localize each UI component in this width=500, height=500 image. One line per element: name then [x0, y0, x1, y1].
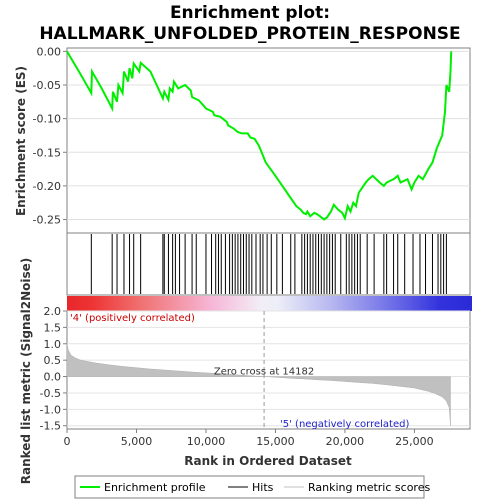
legend-box [74, 475, 425, 499]
rank-color-bar [67, 296, 472, 311]
es-y-tick-label: 0.00 [37, 45, 62, 58]
metric-panel-y-ticks: 2.0 1.5 1.0 0.5 0.0 -0.5 -1.0 -1.5 [40, 305, 67, 433]
hits-panel-frame [66, 232, 471, 296]
positive-correlation-label: '4' (positively correlated) [70, 313, 195, 324]
ranking-metric-area [66, 343, 451, 426]
legend-metric-label: Ranking metric scores [308, 481, 430, 494]
es-panel-frame [66, 47, 471, 234]
metric-panel-gridlines [67, 310, 470, 427]
es-y-tick-label: -0.05 [33, 79, 61, 92]
legend-profile-label: Enrichment profile [104, 481, 206, 494]
metric-y-axis-label: Ranked list metric (Signal2Noise) [19, 258, 33, 485]
metric-y-tick-label: 1.5 [44, 321, 62, 334]
x-tick-label: 0 [64, 435, 71, 448]
metric-y-tick-label: -0.5 [40, 387, 61, 400]
hits-ticks [90, 234, 447, 294]
es-y-tick-label: -0.10 [33, 113, 61, 126]
x-axis-ticks: 0 5,000 10,000 15,000 20,000 25,000 [64, 429, 434, 448]
metric-y-tick-label: 2.0 [44, 305, 62, 318]
x-axis-label: Rank in Ordered Dataset [184, 454, 352, 468]
chart-title-line2: HALLMARK_UNFOLDED_PROTEIN_RESPONSE [39, 24, 460, 44]
es-panel-gridlines [67, 50, 470, 221]
metric-y-tick-label: -1.5 [40, 420, 61, 433]
zero-cross-label: Zero cross at 14182 [214, 367, 314, 378]
x-tick-label: 10,000 [187, 435, 226, 448]
metric-y-tick-label: -1.0 [40, 403, 61, 416]
x-tick-label: 25,000 [395, 435, 434, 448]
x-tick-label: 15,000 [256, 435, 295, 448]
es-y-axis-label: Enrichment score (ES) [14, 66, 28, 216]
es-y-tick-label: -0.25 [33, 214, 61, 227]
chart-title-line1: Enrichment plot: [170, 3, 330, 23]
es-panel-y-ticks: 0.00 -0.05 -0.10 -0.15 -0.20 -0.25 [33, 45, 67, 227]
enrichment-profile-line [66, 50, 453, 222]
x-tick-label: 20,000 [326, 435, 365, 448]
metric-y-tick-label: 0.5 [44, 354, 62, 367]
negative-correlation-label: '5' (negatively correlated) [280, 419, 409, 430]
es-y-tick-label: -0.15 [33, 146, 61, 159]
x-tick-label: 5,000 [121, 435, 153, 448]
legend-hits-label: Hits [252, 481, 274, 494]
metric-y-tick-label: 0.0 [44, 371, 62, 384]
metric-y-tick-label: 1.0 [44, 338, 62, 351]
es-y-tick-label: -0.20 [33, 180, 61, 193]
